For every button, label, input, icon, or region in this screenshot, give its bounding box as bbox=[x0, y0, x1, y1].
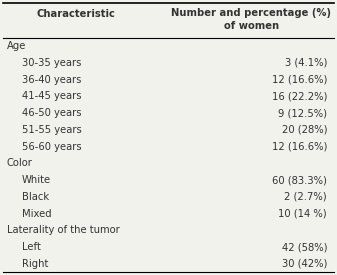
Text: Right: Right bbox=[22, 259, 48, 269]
Text: Age: Age bbox=[7, 41, 26, 51]
Text: 60 (83.3%): 60 (83.3%) bbox=[272, 175, 327, 185]
Text: 56-60 years: 56-60 years bbox=[22, 142, 81, 152]
Text: Black: Black bbox=[22, 192, 49, 202]
Text: 12 (16.6%): 12 (16.6%) bbox=[272, 142, 327, 152]
Text: 2 (2.7%): 2 (2.7%) bbox=[284, 192, 327, 202]
Text: Number and percentage (%): Number and percentage (%) bbox=[171, 8, 331, 18]
Text: Laterality of the tumor: Laterality of the tumor bbox=[7, 226, 119, 235]
Text: 30 (42%): 30 (42%) bbox=[282, 259, 327, 269]
Text: 10 (14 %): 10 (14 %) bbox=[278, 209, 327, 219]
Text: Color: Color bbox=[7, 158, 33, 168]
Text: 30-35 years: 30-35 years bbox=[22, 58, 81, 68]
Text: Left: Left bbox=[22, 242, 40, 252]
Text: 51-55 years: 51-55 years bbox=[22, 125, 81, 135]
Text: 36-40 years: 36-40 years bbox=[22, 75, 81, 85]
Text: 42 (58%): 42 (58%) bbox=[281, 242, 327, 252]
Text: 41-45 years: 41-45 years bbox=[22, 91, 81, 101]
Text: White: White bbox=[22, 175, 51, 185]
Text: 16 (22.2%): 16 (22.2%) bbox=[272, 91, 327, 101]
Text: 3 (4.1%): 3 (4.1%) bbox=[285, 58, 327, 68]
Text: 46-50 years: 46-50 years bbox=[22, 108, 81, 118]
Text: of women: of women bbox=[223, 21, 279, 31]
Text: 12 (16.6%): 12 (16.6%) bbox=[272, 75, 327, 85]
Text: Mixed: Mixed bbox=[22, 209, 51, 219]
Text: Characteristic: Characteristic bbox=[37, 9, 116, 19]
Text: 20 (28%): 20 (28%) bbox=[281, 125, 327, 135]
Text: 9 (12.5%): 9 (12.5%) bbox=[278, 108, 327, 118]
